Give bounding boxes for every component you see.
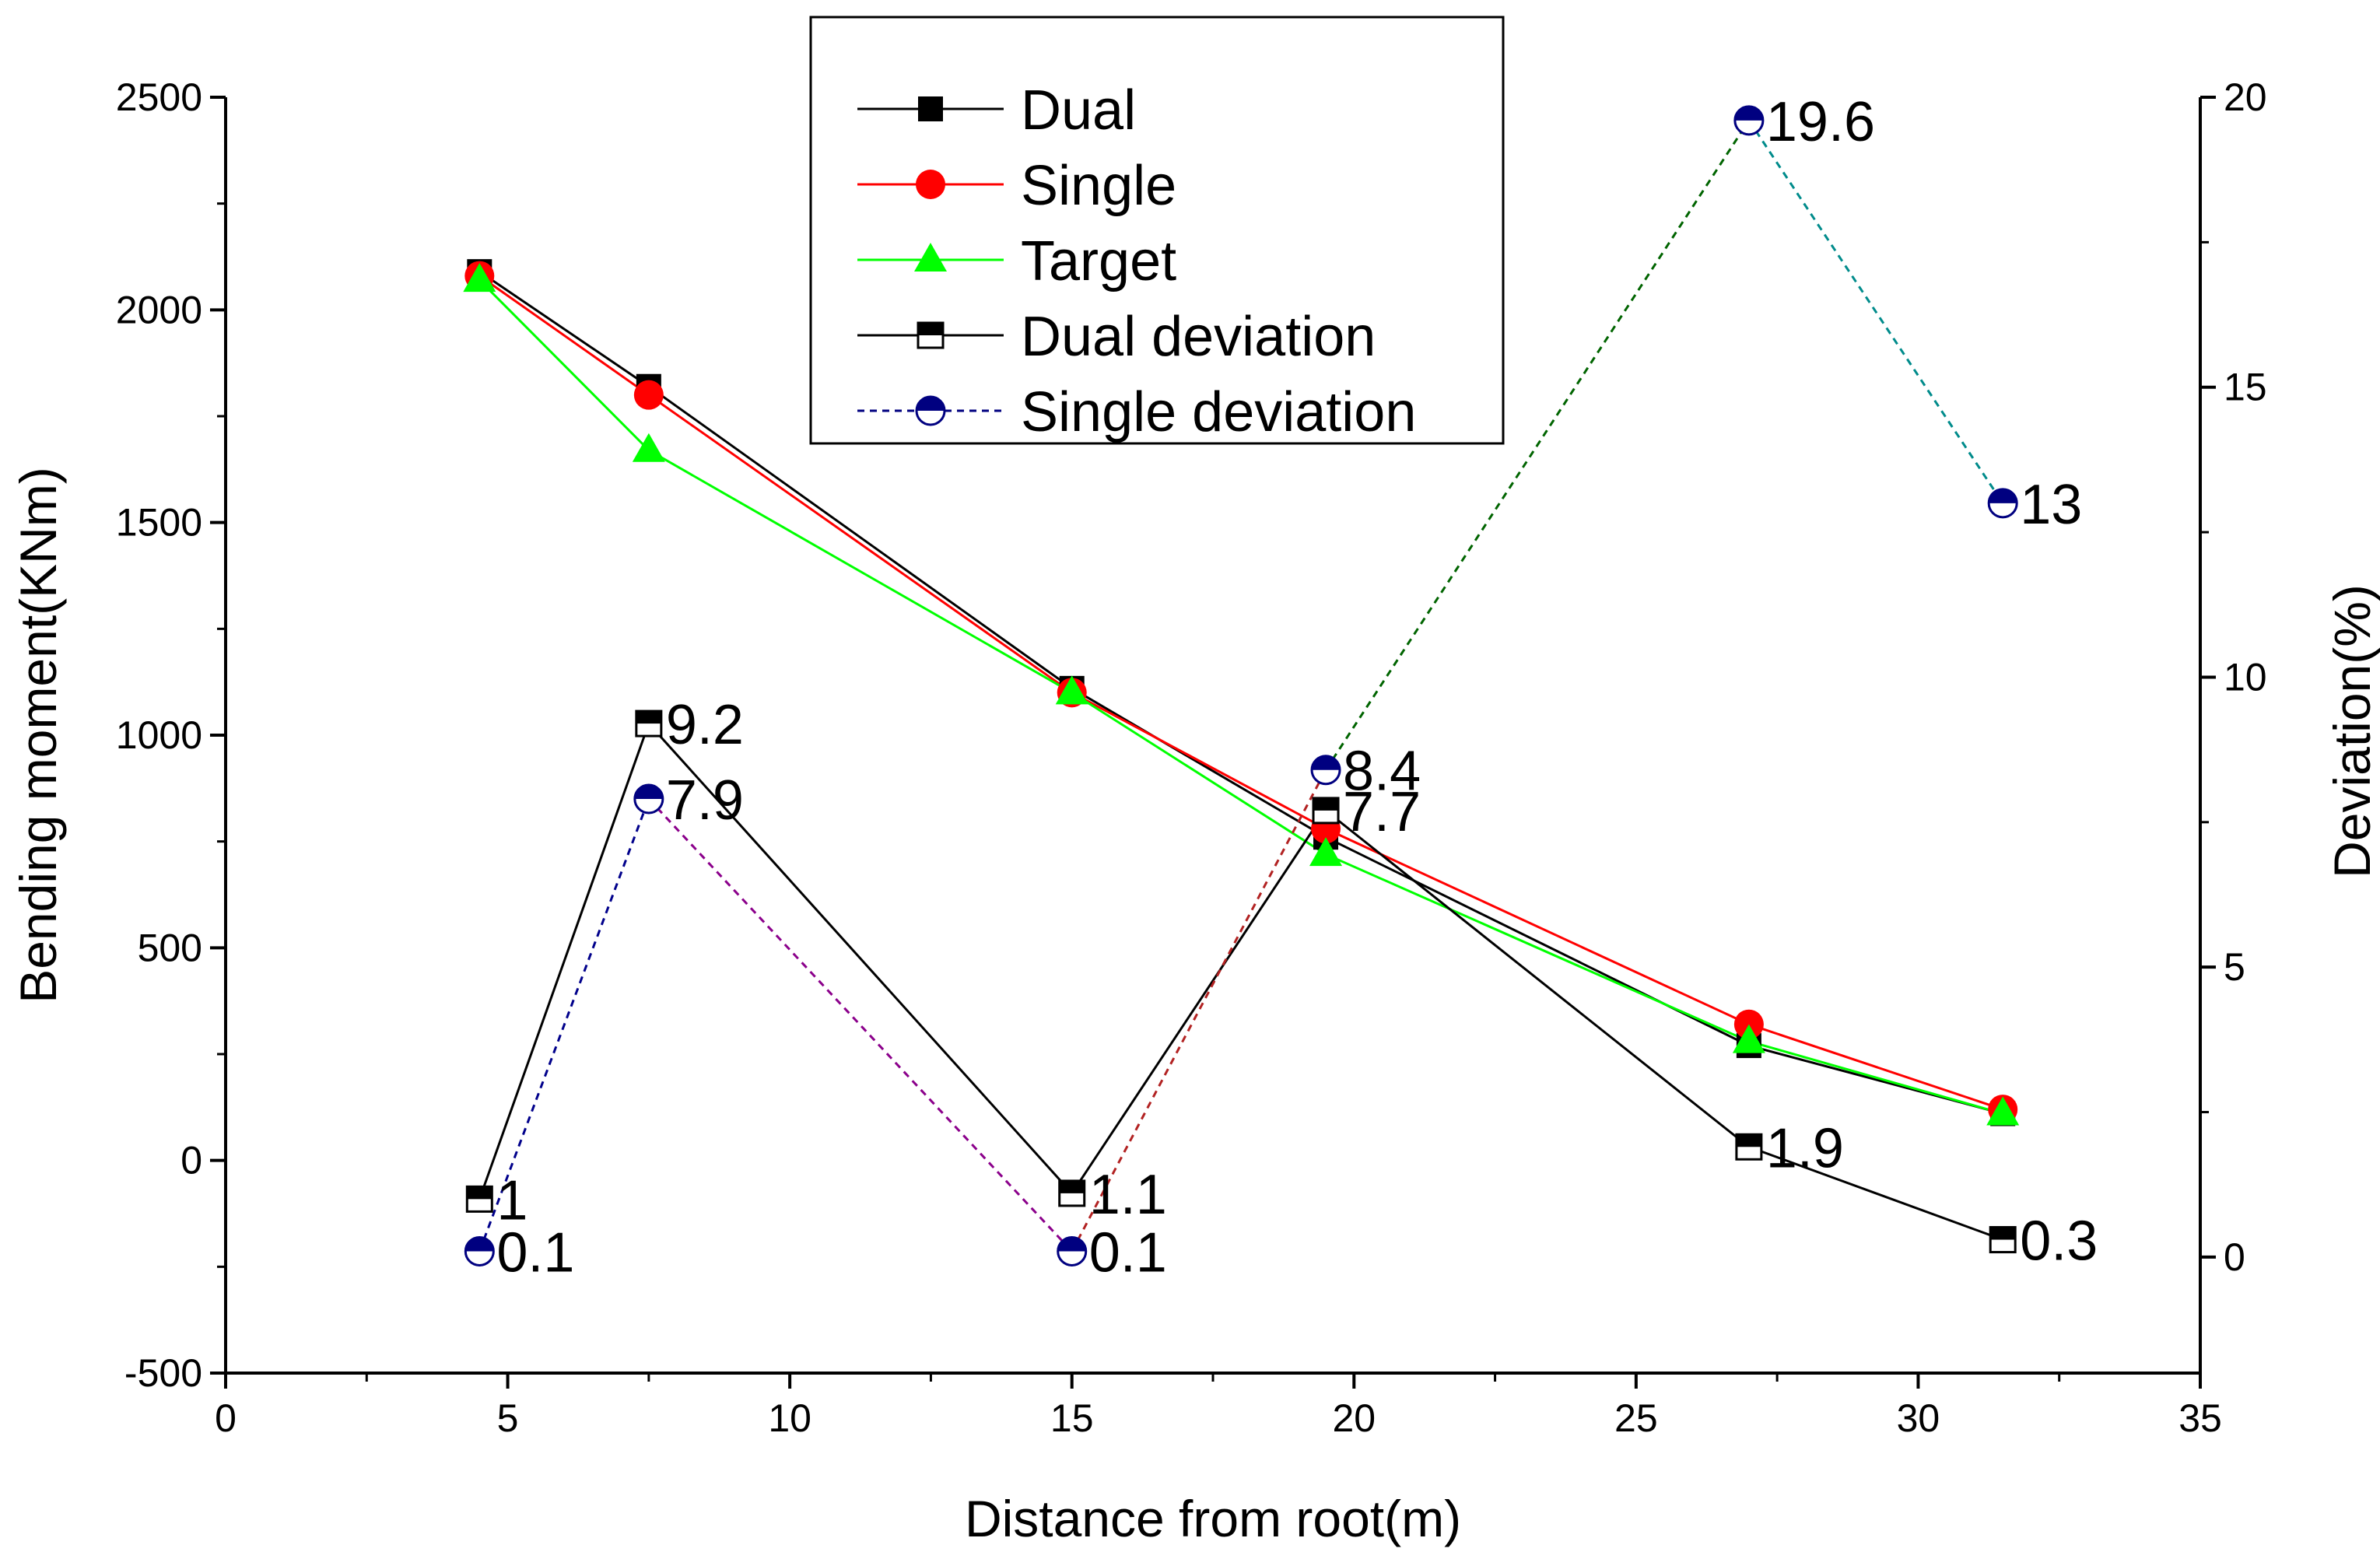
data-point — [1312, 797, 1340, 825]
data-point — [916, 170, 945, 199]
y2-tick-label: 15 — [2224, 366, 2267, 409]
single-deviation-line-segment — [1324, 119, 1751, 771]
single-deviation-value-label: 19.6 — [1766, 91, 1875, 153]
data-point — [1989, 1226, 2017, 1254]
data-point — [633, 783, 664, 815]
legend-label-single-deviation: Single deviation — [1021, 381, 1416, 443]
x-ticks: 0 5 10 15 20 25 30 35 — [215, 1373, 2222, 1440]
dual-deviation-value-label: 1 — [496, 1169, 528, 1231]
single-deviation-value-label: 8.4 — [1343, 741, 1421, 803]
data-point — [1735, 1133, 1763, 1161]
y2-tick-label: 20 — [2224, 75, 2267, 119]
y2-tick-label: 0 — [2224, 1235, 2245, 1279]
y2-tick-label: 10 — [2224, 655, 2267, 699]
y-axis-title: Bending moment(KNm) — [9, 467, 67, 1004]
dual-deviation-value-label: 1.9 — [1766, 1117, 1844, 1179]
single-line — [478, 275, 2003, 1111]
data-point — [1055, 675, 1088, 705]
legend-label-single: Single — [1021, 155, 1176, 217]
y-tick-label: 2000 — [116, 288, 202, 331]
data-point — [1058, 1179, 1086, 1207]
x-tick-label: 0 — [215, 1396, 237, 1440]
legend-label-dual: Dual — [1021, 79, 1136, 142]
legend-label-dual-deviation: Dual deviation — [1021, 306, 1376, 368]
single-deviation-line-segment — [478, 798, 650, 1252]
y2-axis-title: Deviation(%) — [2323, 584, 2380, 878]
x-tick-label: 5 — [497, 1396, 519, 1440]
dual-deviation-value-label: 9.2 — [666, 694, 744, 756]
y-tick-label: 0 — [181, 1139, 202, 1182]
single-deviation-line-segment — [647, 797, 1073, 1252]
y-tick-label: 2500 — [116, 75, 202, 119]
x-tick-label: 10 — [768, 1396, 811, 1440]
series-lines — [478, 119, 2004, 1252]
data-labels: 1 9.2 1.1 7.7 1.9 0.3 0.1 7.9 0.1 8.4 19.6 13 — [496, 91, 2098, 1284]
y-tick-label: 1500 — [116, 501, 202, 545]
single-deviation-value-label: 0.1 — [1089, 1221, 1167, 1284]
y-tick-label: 500 — [138, 926, 202, 969]
dual-deviation-value-label: 1.1 — [1089, 1164, 1167, 1226]
dual-deviation-value-label: 7.7 — [1343, 781, 1421, 843]
data-point — [465, 1185, 493, 1213]
data-point — [1986, 1096, 2020, 1126]
data-point — [463, 263, 496, 293]
data-point — [633, 380, 664, 410]
single-deviation-line-segment — [1071, 769, 1327, 1252]
single-deviation-value-label: 7.9 — [666, 769, 744, 832]
data-point — [635, 709, 663, 737]
data-point — [464, 1235, 495, 1266]
y2-ticks: 0 5 10 15 20 — [2200, 75, 2267, 1279]
y2-tick-label: 5 — [2224, 945, 2245, 989]
x-axis-title: Distance from root(m) — [965, 1490, 1461, 1547]
single-deviation-value-label: 0.1 — [496, 1221, 574, 1284]
dual-deviation-value-label: 0.3 — [2020, 1210, 2098, 1273]
dual-line — [478, 270, 2003, 1115]
data-point — [1987, 488, 2018, 519]
data-point — [632, 433, 665, 462]
y-tick-label: 1000 — [116, 713, 202, 757]
legend-box — [809, 16, 1505, 445]
x-tick-label: 30 — [1897, 1396, 1940, 1440]
data-point — [1309, 837, 1343, 867]
series-markers — [463, 105, 2020, 1266]
data-point — [914, 243, 947, 272]
legend-label-target: Target — [1021, 230, 1176, 293]
x-tick-label: 15 — [1050, 1396, 1094, 1440]
legend: Dual Single Target Dual deviation Single dev… — [809, 16, 1505, 445]
single-deviation-line-segment — [1747, 119, 2004, 504]
single-deviation-value-label: 13 — [2020, 474, 2082, 536]
data-point — [1733, 105, 1765, 136]
data-point — [918, 96, 943, 121]
data-point — [1310, 755, 1341, 786]
dual-deviation-line — [478, 721, 2003, 1241]
data-point — [915, 395, 946, 426]
target-line — [478, 279, 2003, 1115]
data-point — [1057, 1235, 1088, 1266]
data-point — [917, 321, 945, 349]
data-point — [1732, 1024, 1765, 1053]
x-tick-label: 35 — [2178, 1396, 2222, 1440]
x-tick-label: 25 — [1614, 1396, 1658, 1440]
x-tick-label: 20 — [1332, 1396, 1376, 1440]
y-ticks: -500 0 500 1000 1500 2000 2500 — [116, 75, 226, 1395]
y-tick-label: -500 — [124, 1351, 202, 1395]
